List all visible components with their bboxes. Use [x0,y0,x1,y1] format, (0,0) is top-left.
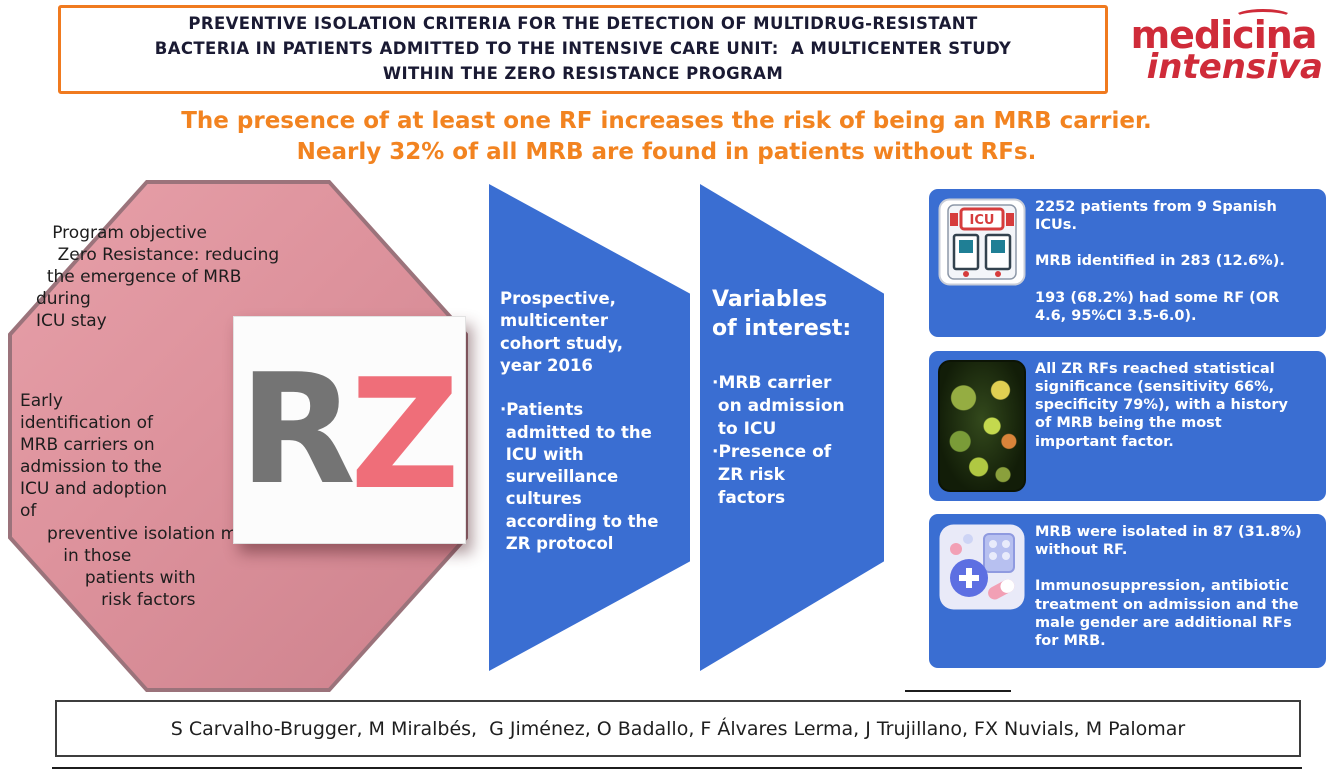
finding-card-no-rf: MRB were isolated in 87 (31.8%) without … [929,514,1326,668]
icu-label: ICU [970,213,995,228]
icu-machine-icon: ICU [938,198,1026,286]
variables-bullets: ·MRB carrier on admission to ICU ·Presen… [712,373,845,508]
authors-text: S Carvalho-Brugger, M Miralbés, G Jiméne… [170,717,1186,740]
variables-chevron: Variables of interest: ·MRB carrier on a… [700,184,884,671]
logo-arc-icon [1234,9,1292,25]
program-objective-text: Program objective Zero Resistance: reduc… [36,223,280,332]
finding-card-patients: ICU 2252 patients from 9 Spanish ICUs. M… [929,189,1326,337]
zero-resistance-logo-card: R Z [233,316,466,544]
authors-box: S Carvalho-Brugger, M Miralbés, G Jiméne… [55,700,1301,757]
key-message-text: The presence of at least one RF increase… [181,108,1152,166]
early-identification-text: Early identification of MRB carriers on … [20,391,304,610]
finding-risk-factors-text: All ZR RFs reached statistical significa… [1035,361,1288,450]
paper-title: PREVENTIVE ISOLATION CRITERIA FOR THE DE… [58,5,1108,94]
rz-letter-z: Z [349,346,461,523]
journal-logo: medicina intensiva [1116,9,1331,87]
journal-logo-medicina: medicina [1130,13,1318,57]
study-design-text: Prospective, multicenter cohort study, y… [500,289,659,553]
finding-card-risk-factors: All ZR RFs reached statistical significa… [929,351,1326,501]
journal-logo-intensiva: intensiva [1146,47,1323,87]
finding-no-rf-text: MRB were isolated in 87 (31.8%) without … [1035,524,1302,649]
variables-title: Variables of interest: [712,287,852,341]
finding-patients-text: 2252 patients from 9 Spanish ICUs. MRB i… [1035,199,1285,324]
divider-line-bottom [52,767,1302,769]
study-design-chevron: Prospective, multicenter cohort study, y… [489,184,690,671]
medication-icon [938,523,1026,611]
divider-line-short [905,690,1011,692]
rz-letter-r: R [238,341,356,518]
bacteria-photo-icon [938,360,1026,492]
